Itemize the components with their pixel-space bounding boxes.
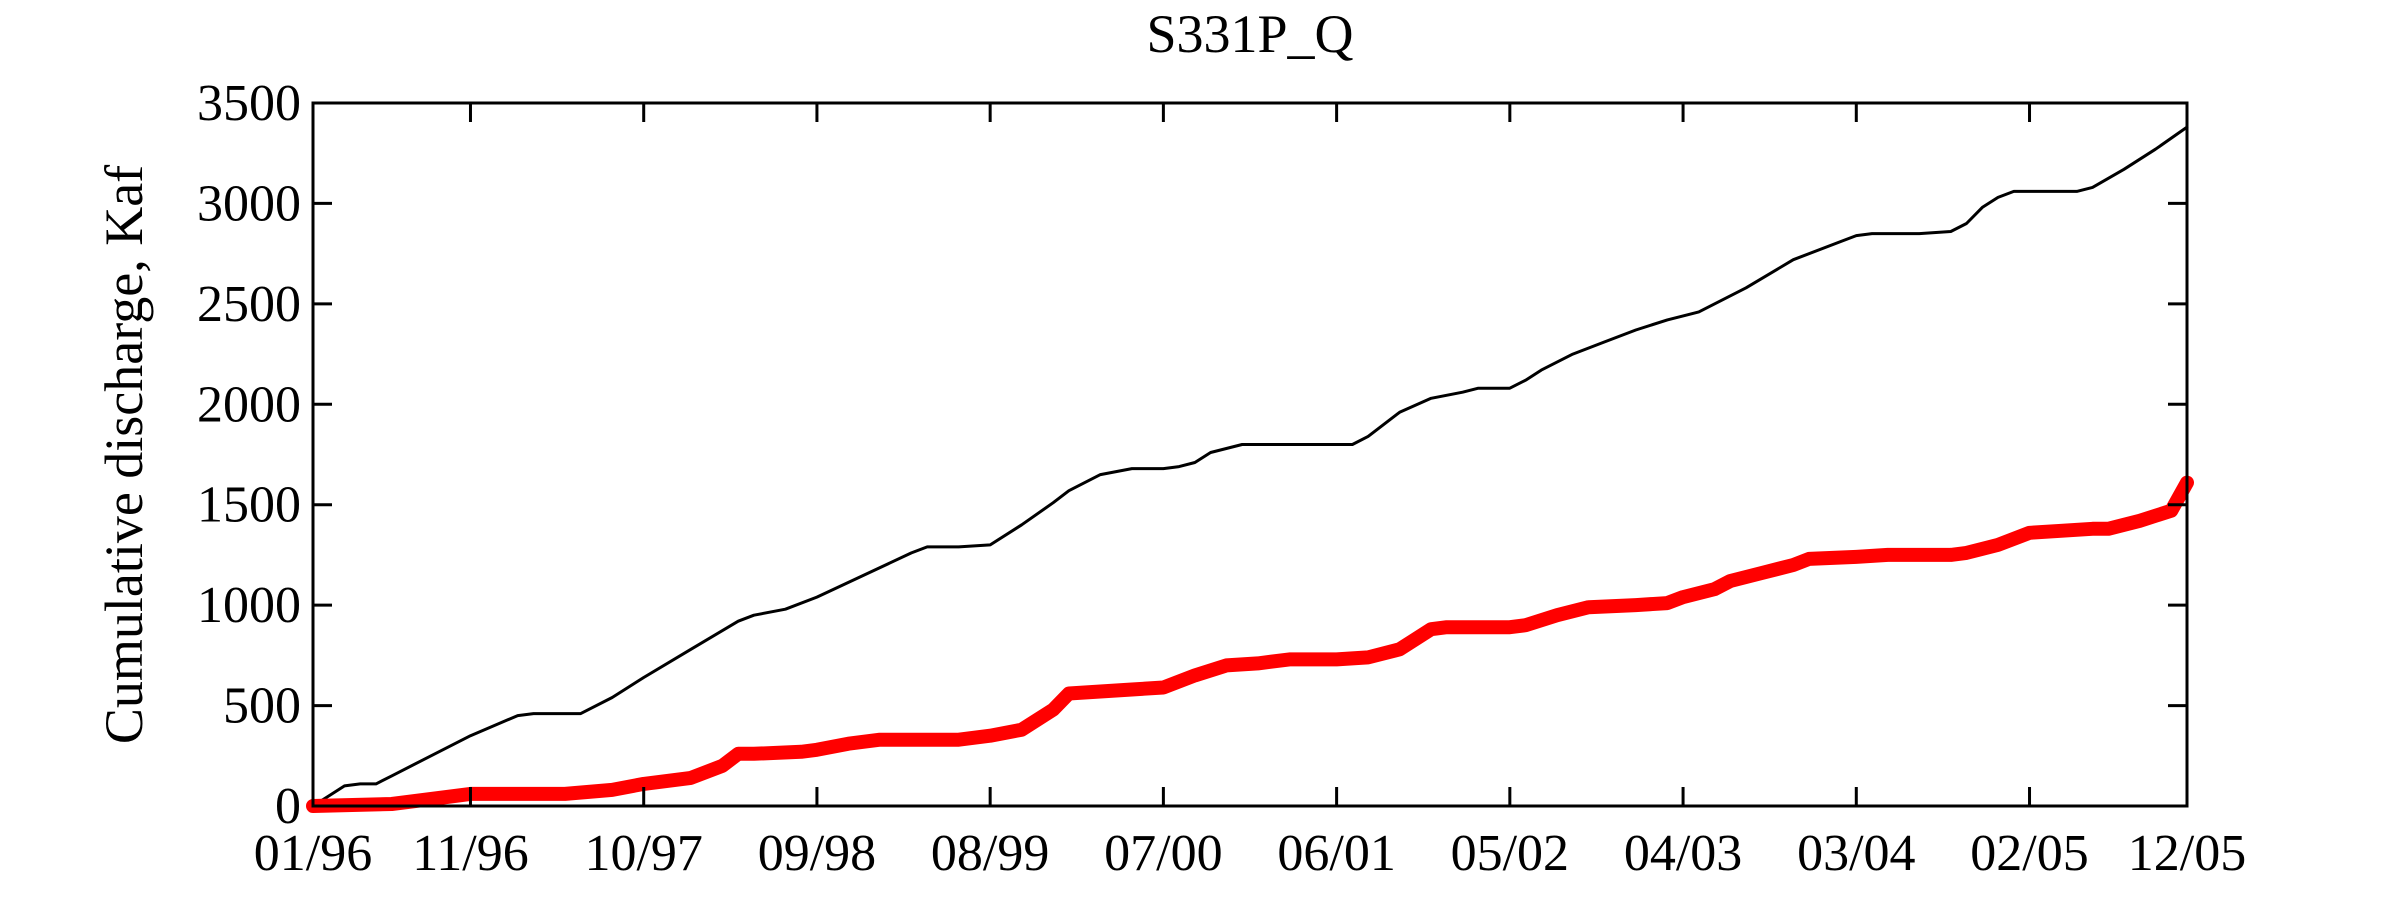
x-tick-label: 12/05 <box>2128 825 2246 882</box>
x-tick-label: 02/05 <box>1970 825 2088 882</box>
x-tick-label: 11/96 <box>412 825 529 882</box>
tick-labels-layer: 01/96 11/96 10/97 09/98 08/99 07/00 06/01 05/02… <box>197 75 2246 882</box>
y-tick-label: 3000 <box>197 175 301 232</box>
plot-area-frame <box>311 101 2189 808</box>
chart-title: S331P_Q <box>1146 4 1353 64</box>
x-tick-label: 08/99 <box>931 825 1049 882</box>
x-tick-label: 04/03 <box>1624 825 1742 882</box>
ticks-layer <box>311 101 2189 808</box>
y-axis-label: Cumulative discharge, Kaf <box>94 165 154 744</box>
x-tick-label: 07/00 <box>1104 825 1222 882</box>
y-tick-label: 1000 <box>197 577 301 634</box>
x-tick-label: 10/97 <box>584 825 702 882</box>
y-tick-label: 2500 <box>197 276 301 333</box>
x-tick-label: 06/01 <box>1277 825 1395 882</box>
series-line-1 <box>311 125 2189 808</box>
x-tick-label: 05/02 <box>1451 825 1569 882</box>
x-tick-label: 03/04 <box>1797 825 1915 882</box>
x-tick-label: 01/96 <box>254 825 372 882</box>
y-tick-label: 1500 <box>197 477 301 534</box>
x-tick-label: 09/98 <box>758 825 876 882</box>
y-tick-label: 2000 <box>197 376 301 433</box>
y-tick-label: 500 <box>223 678 301 735</box>
series-layer <box>306 125 2194 813</box>
y-tick-label: 3500 <box>197 75 301 132</box>
series-line-2 <box>306 475 2194 813</box>
y-tick-label: 0 <box>275 778 301 835</box>
